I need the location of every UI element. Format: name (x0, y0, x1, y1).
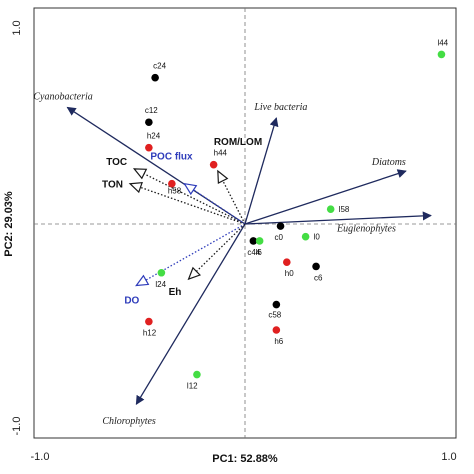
vector-label-poc-flux: POC flux (150, 152, 193, 163)
point-l58 (326, 205, 335, 213)
vector-label-rom-lom: ROM/LOM (214, 137, 262, 148)
point-l0 (301, 232, 310, 241)
point-label-c0: c0 (275, 233, 284, 242)
vector-diatoms (244, 169, 407, 225)
point-label-l58: l58 (339, 205, 350, 214)
vector-label-chlorophytes: Chlorophytes (102, 416, 156, 427)
vector-head-toc (132, 168, 148, 180)
point-label-l44: l44 (437, 38, 448, 47)
point-c12 (145, 118, 153, 127)
y-tick-max: 1.0 (11, 20, 23, 35)
point-l12 (193, 370, 201, 379)
point-l44 (437, 50, 446, 59)
point-c24 (151, 73, 159, 82)
vector-label-live-bacteria: Live bacteria (253, 102, 307, 113)
vector-head-rom-lom (217, 169, 229, 185)
vector-label-euglenophytes: Euglenophytes (336, 224, 396, 235)
vector-label-cyanobacteria: Cyanobacteria (33, 91, 92, 102)
point-c44 (249, 237, 258, 245)
vector-label-diatoms: Diatoms (371, 157, 406, 168)
point-h0 (283, 258, 291, 266)
point-c58 (272, 300, 281, 309)
x-tick-max: 1.0 (441, 451, 456, 463)
point-label-c58: c58 (268, 311, 281, 320)
vector-label-ton: TON (102, 180, 123, 191)
vector-euglenophytes (244, 211, 432, 225)
vector-head-ton (128, 181, 143, 194)
point-h6 (272, 326, 281, 334)
point-c0 (276, 222, 285, 230)
point-h44 (209, 160, 218, 169)
point-label-l12: l12 (187, 382, 198, 391)
point-label-c24: c24 (153, 62, 166, 71)
vector-poc-flux (184, 183, 246, 225)
x-axis-title: PC1: 52.88% (212, 453, 278, 465)
point-label-l0: l0 (314, 233, 321, 242)
vector-toc (133, 168, 246, 225)
vector-head-eh (187, 266, 202, 281)
point-l6 (255, 237, 264, 245)
point-label-h24: h24 (147, 132, 161, 141)
point-c6 (312, 262, 320, 271)
point-label-h12: h12 (143, 329, 157, 338)
point-label-c12: c12 (145, 106, 158, 115)
point-l24 (157, 268, 166, 277)
point-label-l6: l6 (256, 248, 263, 257)
vector-ton (129, 183, 246, 225)
point-label-h6: h6 (274, 337, 283, 346)
loading-vectors: Cyanobacteria Live bacteria Diatoms Eugleno… (33, 91, 432, 427)
vector-head-poc-flux (183, 182, 198, 196)
point-h12 (145, 317, 153, 326)
point-label-h0: h0 (285, 269, 294, 278)
vector-label-toc: TOC (106, 157, 127, 168)
vector-live-bacteria (244, 117, 279, 225)
point-label-h58: h58 (168, 187, 182, 196)
x-tick-min: -1.0 (31, 451, 50, 463)
point-h58 (168, 179, 176, 188)
vector-label-do: DO (124, 295, 139, 306)
point-label-h44: h44 (214, 149, 228, 158)
vector-chlorophytes (135, 223, 246, 405)
point-label-c6: c6 (314, 273, 323, 282)
vector-eh (188, 223, 246, 280)
vector-head-do (135, 274, 150, 287)
vector-label-eh: Eh (169, 287, 182, 298)
point-label-c44: c44 (247, 248, 260, 257)
point-label-l24: l24 (155, 280, 166, 289)
y-tick-min: -1.0 (11, 417, 23, 436)
point-h24 (145, 143, 153, 152)
y-axis-title: PC2: 29.03% (3, 191, 15, 257)
